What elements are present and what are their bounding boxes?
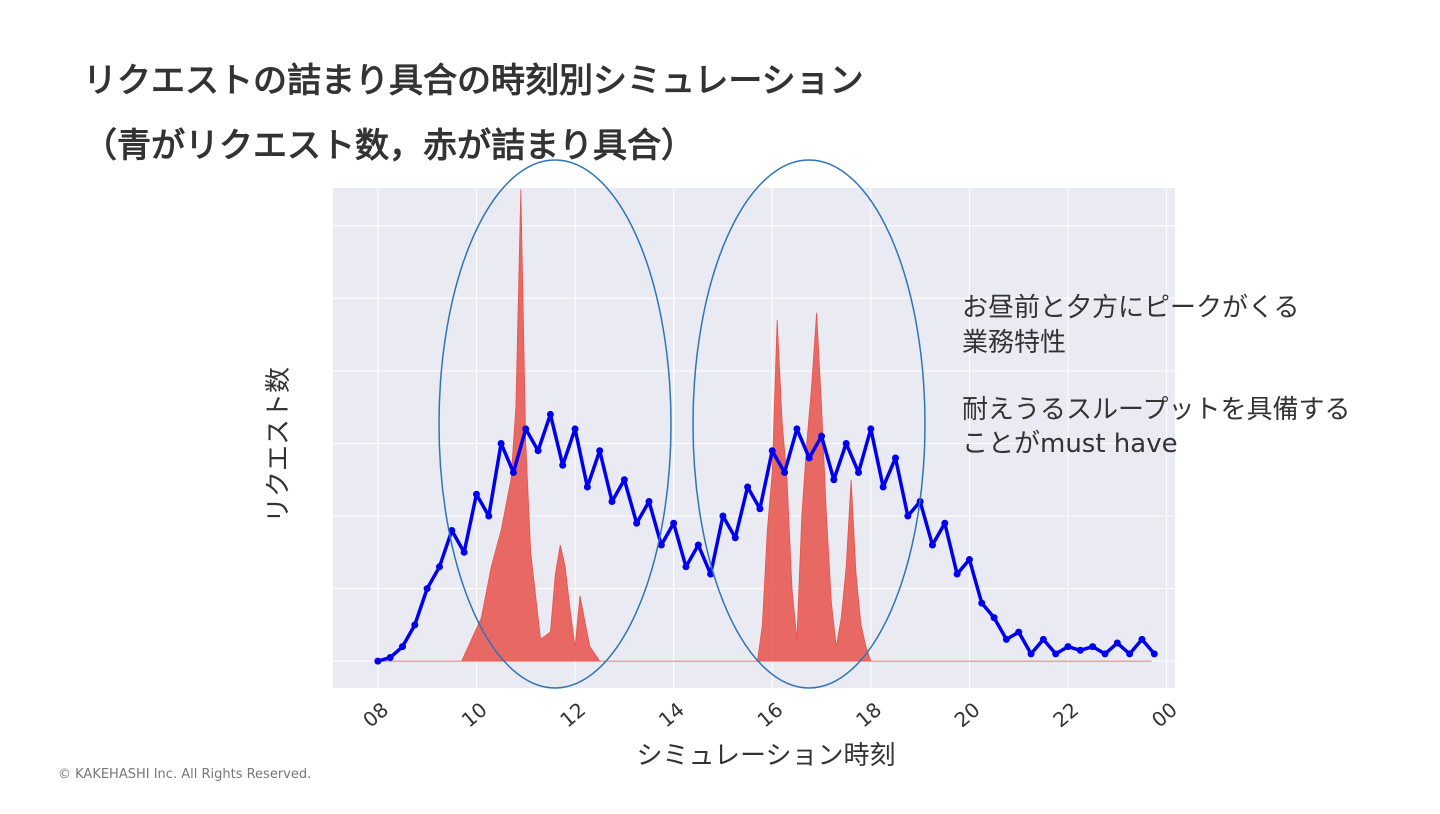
request-point xyxy=(805,454,813,462)
slide-title: リクエストの詰まり具合の時刻別シミュレーション xyxy=(83,61,864,101)
request-point xyxy=(1039,635,1047,643)
request-point xyxy=(1052,650,1060,658)
request-point xyxy=(1150,650,1158,658)
annotation: 業務特性 xyxy=(962,328,1066,358)
request-point xyxy=(386,654,394,662)
request-point xyxy=(608,497,616,505)
y-axis-label: リクエスト数 xyxy=(264,367,294,523)
request-point xyxy=(1015,628,1023,636)
request-point xyxy=(756,505,764,513)
request-point xyxy=(1064,643,1072,651)
congestion-area xyxy=(382,189,1152,662)
request-point xyxy=(460,548,468,556)
request-point xyxy=(633,519,641,527)
plot-area xyxy=(333,188,1175,688)
request-point xyxy=(645,497,653,505)
x-tick-label: 16 xyxy=(753,697,788,732)
request-point xyxy=(818,432,826,440)
request-point xyxy=(423,585,431,593)
annotation: ことがmust have xyxy=(962,429,1178,459)
x-tick-label: 20 xyxy=(950,697,985,732)
request-point xyxy=(953,570,961,578)
x-tick-label: 22 xyxy=(1048,697,1083,732)
request-point xyxy=(472,490,480,498)
request-point xyxy=(867,425,875,433)
request-point xyxy=(978,599,986,607)
annotation: 耐えうるスループットを具備する xyxy=(962,395,1350,425)
request-point xyxy=(941,519,949,527)
request-point xyxy=(965,556,973,564)
request-point xyxy=(1113,639,1121,647)
request-point xyxy=(793,425,801,433)
request-point xyxy=(1002,635,1010,643)
x-tick-label: 18 xyxy=(851,697,886,732)
footer: © KAKEHASHI Inc. All Rights Reserved. xyxy=(58,767,311,782)
slide-subtitle: （青がリクエスト数，赤が詰まり具合） xyxy=(83,126,695,166)
request-point xyxy=(719,512,727,520)
request-point xyxy=(559,461,567,469)
request-point xyxy=(1138,635,1146,643)
request-point xyxy=(694,541,702,549)
request-point xyxy=(399,643,407,651)
request-point xyxy=(928,541,936,549)
request-point xyxy=(1076,646,1084,654)
highlight-ellipse xyxy=(692,159,926,689)
request-point xyxy=(990,614,998,622)
request-point xyxy=(448,527,456,535)
x-tick-label: 00 xyxy=(1147,697,1182,732)
request-point xyxy=(830,476,838,484)
request-point xyxy=(657,541,665,549)
request-point xyxy=(509,468,517,476)
request-point xyxy=(879,483,887,491)
request-point xyxy=(904,512,912,520)
request-point xyxy=(596,447,604,455)
request-line xyxy=(377,412,1156,663)
x-tick-label: 14 xyxy=(654,697,689,732)
request-point xyxy=(855,468,863,476)
x-tick-label: 12 xyxy=(555,697,590,732)
request-point xyxy=(781,468,789,476)
request-point xyxy=(1126,650,1134,658)
request-point xyxy=(1089,643,1097,651)
x-tick-label: 10 xyxy=(457,697,492,732)
request-point xyxy=(620,476,628,484)
request-point xyxy=(411,621,419,629)
request-point xyxy=(583,483,591,491)
request-point xyxy=(842,439,850,447)
request-point xyxy=(744,483,752,491)
request-point xyxy=(1027,650,1035,658)
annotation: お昼前と夕方にピークがくる xyxy=(962,293,1299,323)
request-point xyxy=(682,563,690,571)
request-point xyxy=(1101,650,1109,658)
request-point xyxy=(485,512,493,520)
request-point xyxy=(546,410,554,418)
highlight-ellipse xyxy=(438,159,672,689)
request-point xyxy=(435,563,443,571)
request-point xyxy=(891,454,899,462)
x-axis-label: シミュレーション時刻 xyxy=(637,741,896,771)
x-tick-label: 08 xyxy=(358,697,393,732)
request-point xyxy=(374,657,382,665)
request-point xyxy=(670,519,678,527)
request-point xyxy=(534,447,542,455)
request-point xyxy=(731,534,739,542)
request-point xyxy=(571,425,579,433)
request-point xyxy=(522,425,530,433)
request-point xyxy=(768,447,776,455)
request-point xyxy=(497,439,505,447)
